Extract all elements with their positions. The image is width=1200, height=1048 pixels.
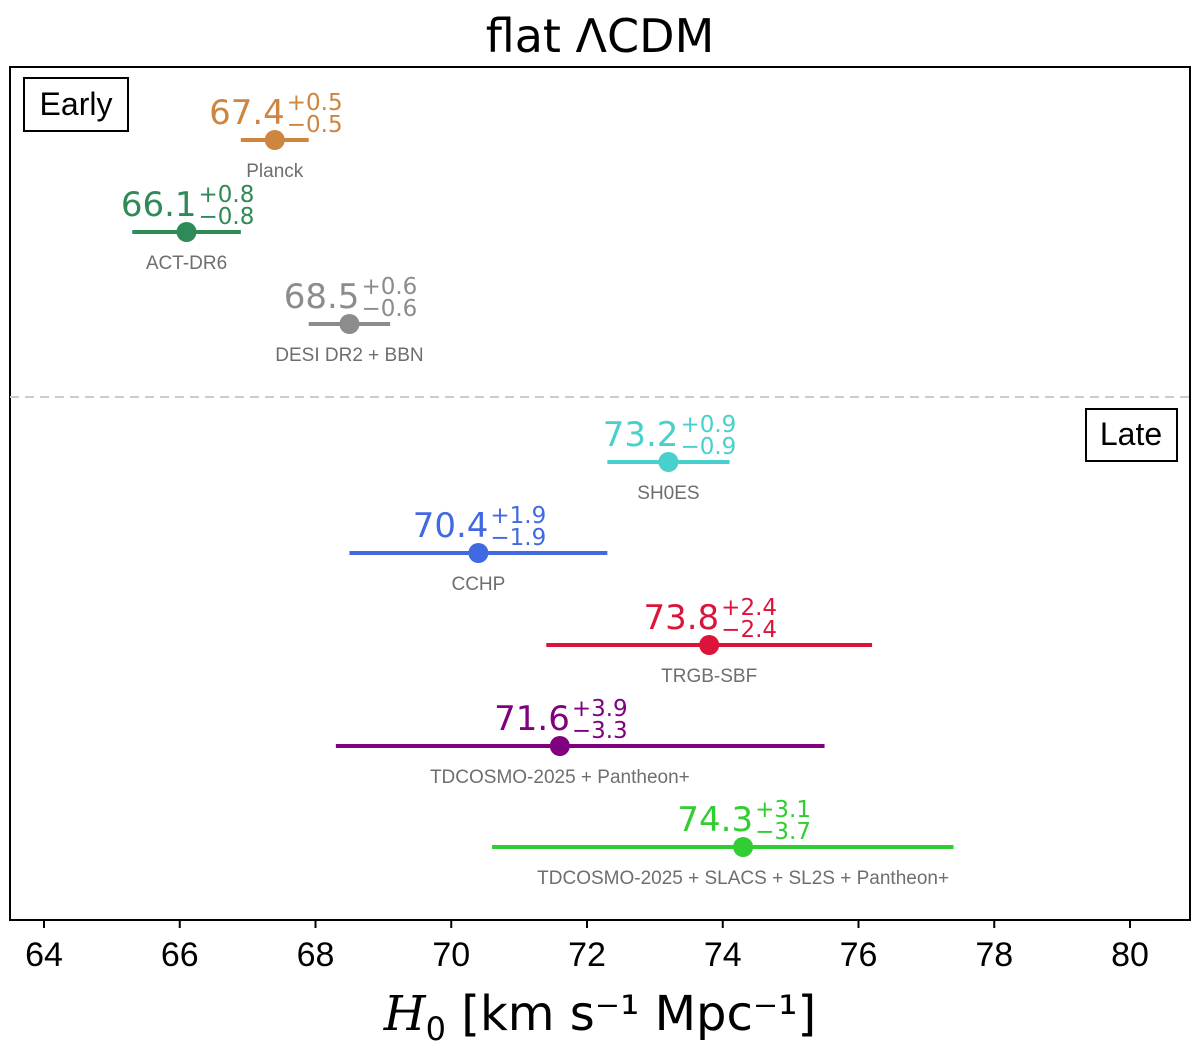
minus-error-label: −0.8 <box>199 204 255 230</box>
data-points: 67.4 +0.5−0.5 Planck 66.1 +0.8−0.8 ACT-DR6 68.… <box>121 90 954 889</box>
point-marker <box>176 222 197 242</box>
group-label-early: Early <box>40 86 113 122</box>
data-point-group: 68.5 +0.6−0.6 DESI DR2 + BBN <box>275 274 423 366</box>
minus-error-label: −0.6 <box>361 296 417 322</box>
minus-error-label: −0.5 <box>287 112 343 138</box>
dataset-name-label: ACT-DR6 <box>146 253 227 274</box>
value-label: 68.5 <box>284 277 360 317</box>
plus-error-label: +0.8 <box>199 182 255 208</box>
x-tick-label: 64 <box>25 936 63 974</box>
plus-error-label: +3.9 <box>572 696 628 722</box>
point-marker <box>264 130 285 150</box>
dataset-name-label: CCHP <box>451 574 505 595</box>
x-tick-label: 76 <box>840 936 878 974</box>
plus-error-label: +3.1 <box>755 797 811 823</box>
x-tick-label: 80 <box>1111 936 1149 974</box>
plus-error-label: +1.9 <box>490 503 546 529</box>
minus-error-label: −3.3 <box>572 718 628 744</box>
plot-frame <box>9 66 1191 921</box>
data-point-group: 67.4 +0.5−0.5 Planck <box>209 90 343 182</box>
data-point-group: 73.2 +0.9−0.9 SH0ES <box>603 412 737 504</box>
point-marker <box>339 314 360 334</box>
chart-title: flat ΛCDM <box>486 9 715 63</box>
data-point-group: 71.6 +3.9−3.3 TDCOSMO-2025 + Pantheon+ <box>335 696 825 788</box>
x-axis-label-symbol: H <box>383 986 427 1042</box>
plus-error-label: +0.5 <box>287 90 343 116</box>
minus-error-label: −0.9 <box>680 434 736 460</box>
group-box-early: Early <box>23 77 129 132</box>
value-label: 67.4 <box>209 93 285 133</box>
x-tick-label: 78 <box>975 936 1013 974</box>
dataset-name-label: TDCOSMO-2025 + SLACS + SL2S + Pantheon+ <box>537 868 949 889</box>
minus-error-label: −3.7 <box>755 819 811 845</box>
minus-error-label: −2.4 <box>721 617 777 643</box>
dataset-name-label: Planck <box>246 161 304 182</box>
data-point-group: 74.3 +3.1−3.7 TDCOSMO-2025 + SLACS + SL2S … <box>491 797 954 889</box>
value-label: 73.2 <box>603 415 679 455</box>
group-box-late: Late <box>1085 408 1178 462</box>
data-point-group: 66.1 +0.8−0.8 ACT-DR6 <box>121 182 255 274</box>
x-tick-label: 74 <box>704 936 742 974</box>
plus-error-label: +0.6 <box>361 274 417 300</box>
x-axis-label-units: [km s⁻¹ Mpc⁻¹] <box>446 986 816 1042</box>
data-point-group: 73.8 +2.4−2.4 TRGB-SBF <box>546 595 873 687</box>
x-tick-label: 68 <box>297 936 335 974</box>
x-tick-label: 66 <box>161 936 199 974</box>
value-label: 70.4 <box>413 506 489 546</box>
x-tick-label: 70 <box>432 936 470 974</box>
plus-error-label: +2.4 <box>721 595 777 621</box>
dataset-name-label: TRGB-SBF <box>661 666 757 687</box>
group-label-late: Late <box>1100 416 1162 452</box>
x-axis: 64 66 68 70 72 74 76 78 80 <box>25 920 1149 974</box>
x-tick-label: 72 <box>568 936 606 974</box>
point-marker <box>549 736 570 756</box>
value-label: 74.3 <box>677 800 753 840</box>
dataset-name-label: TDCOSMO-2025 + Pantheon+ <box>430 767 690 788</box>
point-marker <box>468 543 489 563</box>
plus-error-label: +0.9 <box>680 412 736 438</box>
point-marker <box>733 837 754 857</box>
minus-error-label: −1.9 <box>490 525 546 551</box>
dataset-name-label: DESI DR2 + BBN <box>275 345 423 366</box>
value-label: 66.1 <box>121 185 197 225</box>
point-marker <box>658 452 679 472</box>
x-axis-label: H0 [km s⁻¹ Mpc⁻¹] <box>383 986 816 1048</box>
data-point-group: 70.4 +1.9−1.9 CCHP <box>349 503 608 595</box>
value-label: 71.6 <box>494 699 570 739</box>
x-axis-label-subscript: 0 <box>426 1010 446 1048</box>
dataset-name-label: SH0ES <box>637 483 699 504</box>
point-marker <box>699 635 720 655</box>
value-label: 73.8 <box>643 598 719 638</box>
